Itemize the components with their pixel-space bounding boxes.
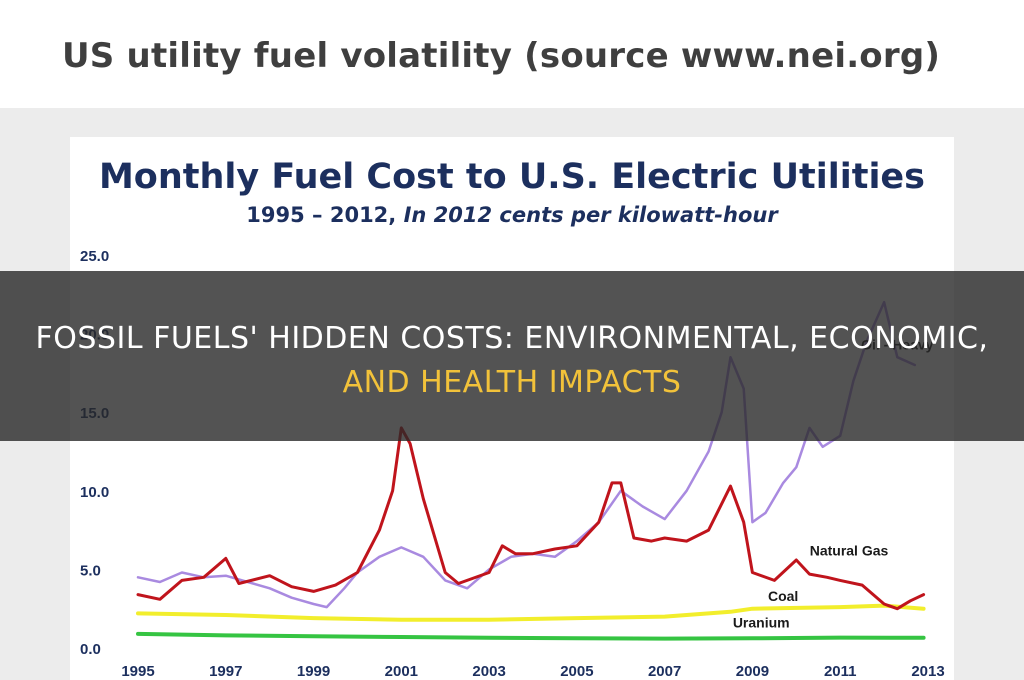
x-tick-label: 2005 — [560, 663, 593, 680]
chart-subtitle: 1995 – 2012, In 2012 cents per kilowatt-… — [70, 203, 954, 227]
chart-subtitle-units: In 2012 cents per kilowatt-hour — [403, 203, 778, 227]
x-tick-label: 2007 — [648, 663, 681, 680]
series-label-uranium: Uranium — [733, 615, 790, 631]
chart-subtitle-range: 1995 – 2012, — [246, 203, 397, 227]
x-tick-label: 2013 — [911, 663, 944, 680]
y-tick-label: 5.0 — [80, 562, 101, 579]
y-tick-label: 25.0 — [80, 248, 109, 265]
x-tick-label: 2011 — [824, 663, 857, 680]
banner-title-line-2: And Health Impacts — [342, 365, 682, 400]
y-tick-label: 0.0 — [80, 641, 101, 658]
series-label-coal: Coal — [768, 588, 798, 604]
slide-header: US utility fuel volatility (source www.n… — [0, 0, 1024, 108]
series-line-coal — [136, 603, 926, 622]
slide-title: US utility fuel volatility (source www.n… — [62, 36, 941, 76]
chart-title: Monthly Fuel Cost to U.S. Electric Utili… — [98, 157, 926, 197]
x-tick-label: 1995 — [121, 663, 154, 680]
x-tick-label: 1999 — [297, 663, 330, 680]
series-label-natural-gas: Natural Gas — [810, 542, 889, 558]
series-line-uranium — [136, 631, 926, 641]
x-tick-label: 2001 — [385, 663, 418, 680]
x-tick-label: 2009 — [736, 663, 769, 680]
fuel-cost-chart: 0.05.010.015.020.025.0199519971999200120… — [80, 248, 945, 680]
article-title-banner: Fossil Fuels' Hidden Costs: Environmenta… — [0, 271, 1024, 441]
x-tick-label: 1997 — [209, 663, 242, 680]
banner-title-line-1: Fossil Fuels' Hidden Costs: Environmenta… — [35, 321, 989, 356]
x-tick-label: 2003 — [472, 663, 505, 680]
series-line-natural-gas — [136, 426, 926, 611]
y-tick-label: 10.0 — [80, 484, 109, 501]
